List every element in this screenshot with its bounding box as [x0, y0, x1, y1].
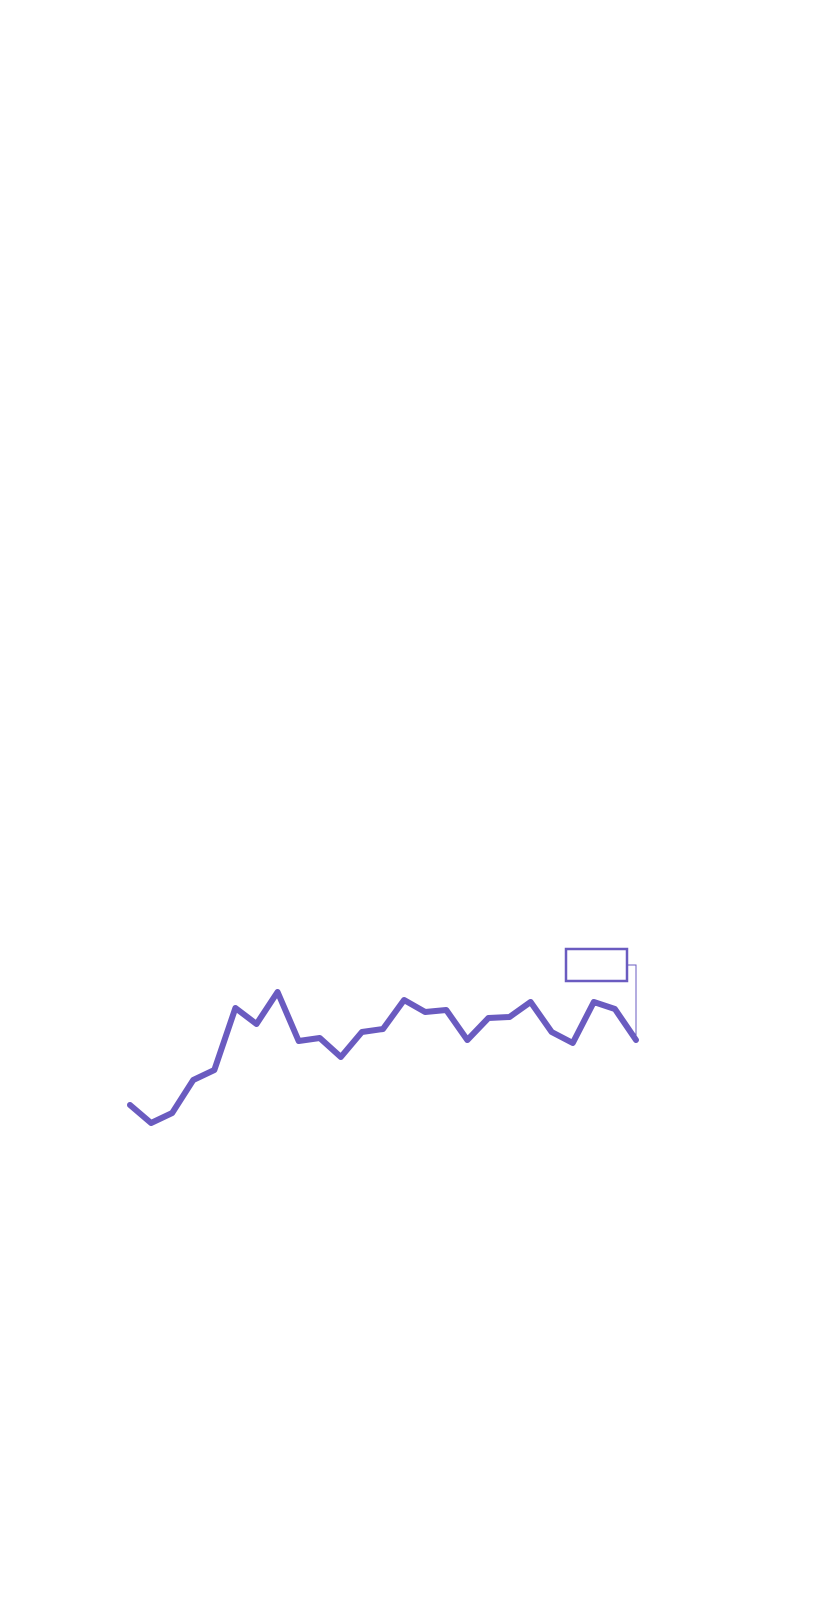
tooltip-box: [564, 947, 629, 983]
tooltip-connector: [627, 964, 637, 1040]
data-line: [127, 989, 639, 1126]
